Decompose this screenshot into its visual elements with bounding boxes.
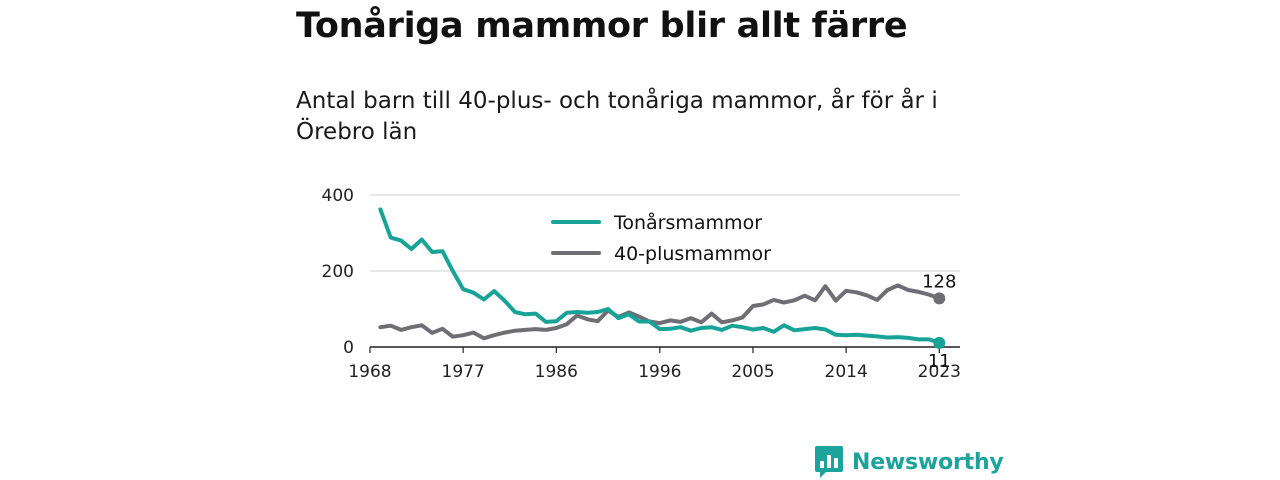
x-tick-label: 2023 — [918, 362, 961, 382]
x-tick-label: 2005 — [731, 362, 774, 382]
series-line — [378, 207, 942, 345]
newsworthy-logo-icon — [815, 446, 843, 478]
x-tick-label: 2014 — [825, 362, 868, 382]
chart-subtitle: Antal barn till 40-plus- och tonåriga ma… — [296, 88, 938, 145]
end-value-label: 128 — [922, 271, 956, 292]
series-end-point — [933, 292, 946, 305]
brand-name: Newsworthy — [852, 449, 1004, 475]
series-end-point — [933, 336, 946, 349]
x-tick-label: 1996 — [638, 362, 681, 382]
brand-logo: Newsworthy — [814, 444, 1004, 480]
x-tick-label: 1968 — [348, 362, 391, 382]
y-tick-label: 400 — [322, 186, 354, 206]
x-tick-label: 1977 — [442, 362, 485, 382]
end-value-label: 11 — [928, 351, 951, 372]
series-line — [378, 283, 942, 341]
y-tick-label: 200 — [322, 262, 354, 282]
chart-title: Tonåriga mammor blir allt färre — [296, 6, 908, 46]
y-tick-label: 0 — [343, 338, 354, 358]
line-chart: 0 200 400 1968 1977 1986 1996 2005 2014 2023 128 11… — [322, 186, 961, 382]
x-tick-label: 1986 — [535, 362, 578, 382]
legend-label: Tonårsmammor — [613, 211, 762, 234]
legend-background — [545, 206, 790, 270]
legend-label: 40-plusmammor — [614, 243, 771, 265]
